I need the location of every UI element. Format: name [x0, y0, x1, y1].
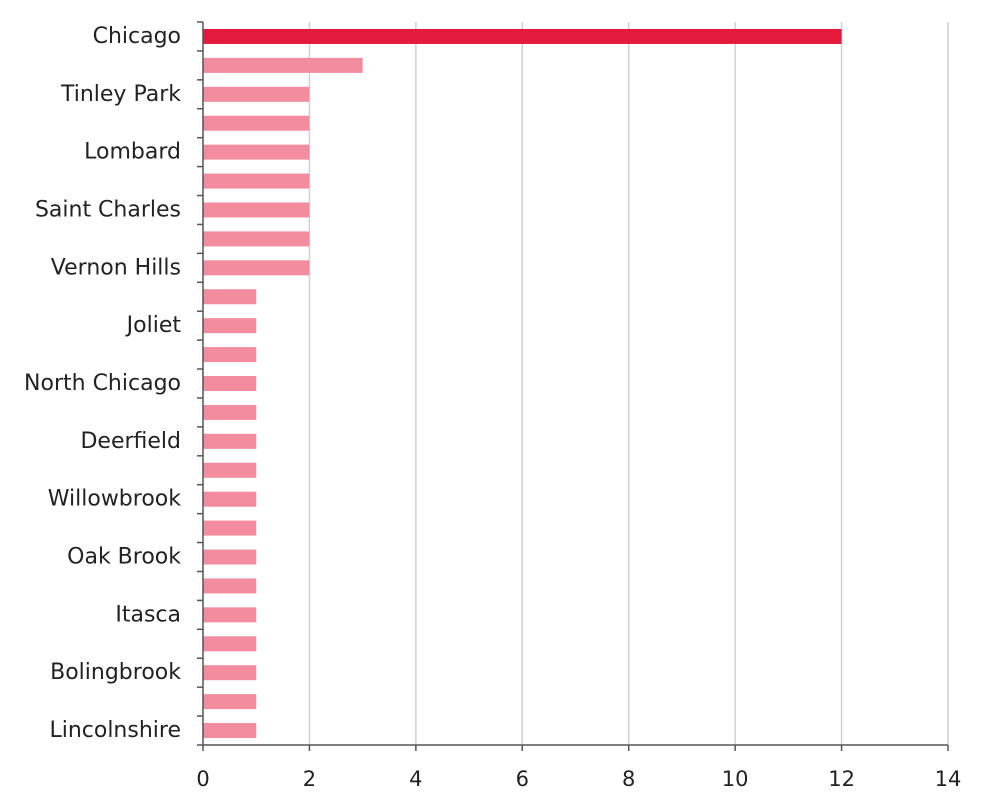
category-label-2: Tinley Park	[60, 82, 181, 107]
bar-17	[203, 520, 257, 536]
category-label-20: Itasca	[115, 602, 181, 627]
bar-11	[203, 347, 257, 363]
category-label-24: Lincolnshire	[49, 718, 181, 743]
bar-14	[203, 433, 257, 449]
bar-12	[203, 376, 257, 391]
bar-22	[203, 665, 257, 681]
category-label-8: Vernon Hills	[51, 255, 181, 280]
bar-24	[203, 723, 257, 739]
x-tick-label-4: 8	[622, 767, 635, 791]
axes	[197, 21, 949, 751]
bar-19	[203, 578, 257, 594]
category-label-10: Joliet	[125, 313, 182, 338]
bar-1	[203, 57, 363, 73]
gridlines	[308, 22, 949, 745]
x-tick-labels: 0 2 4 6 8 10 12 14	[196, 767, 961, 791]
category-labels: Chicago Tinley Park Lombard Saint Charles Ve…	[24, 24, 181, 743]
bar-13	[203, 404, 257, 420]
x-tick-label-3: 6	[516, 767, 529, 791]
category-label-14: Deerfield	[80, 429, 181, 454]
bar-20	[203, 607, 257, 623]
bar-23	[203, 694, 257, 710]
bar-6	[203, 202, 310, 218]
category-label-18: Oak Brook	[67, 545, 181, 570]
bar-4	[203, 144, 310, 160]
bar-21	[203, 636, 257, 652]
bar-0	[203, 28, 842, 44]
bar-2	[203, 86, 310, 102]
bar-8	[203, 260, 310, 276]
category-label-6: Saint Charles	[35, 197, 181, 222]
bar-7	[203, 231, 310, 247]
bar-18	[203, 549, 257, 565]
x-tick-label-2: 4	[409, 767, 422, 791]
category-label-16: Willowbrook	[48, 487, 182, 512]
x-tick-label-1: 2	[303, 767, 316, 791]
x-tick-label-6: 12	[828, 767, 855, 791]
x-tick-label-0: 0	[196, 767, 209, 791]
bar-5	[203, 173, 310, 189]
category-label-4: Lombard	[84, 140, 181, 165]
x-tick-label-7: 14	[935, 767, 962, 791]
bar-3	[203, 115, 310, 131]
category-label-22: Bolingbrook	[50, 660, 181, 685]
bars	[203, 28, 842, 739]
bar-16	[203, 491, 257, 507]
x-tick-label-5: 10	[722, 767, 749, 791]
bar-15	[203, 462, 257, 478]
bar-10	[203, 318, 257, 334]
bar-9	[203, 289, 257, 305]
category-label-12: North Chicago	[24, 371, 181, 396]
category-label-0: Chicago	[93, 24, 181, 49]
